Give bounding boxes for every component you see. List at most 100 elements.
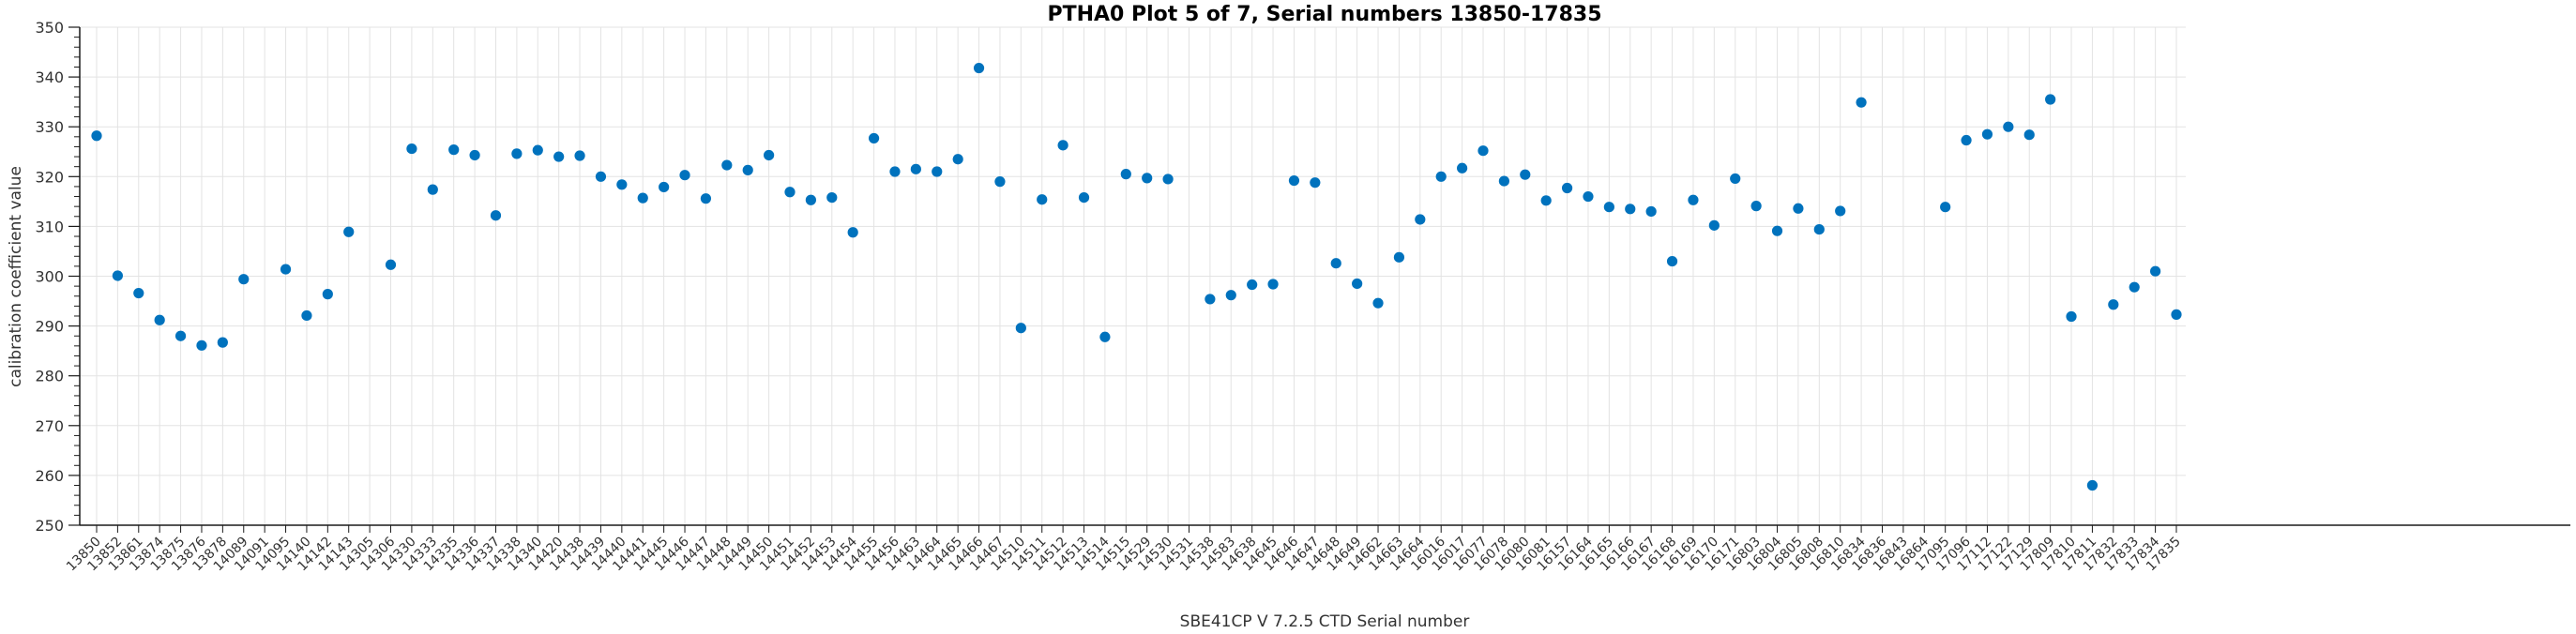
data-point (1981, 128, 1993, 140)
data-point (1057, 140, 1068, 151)
data-point (1078, 192, 1090, 204)
data-point (2066, 310, 2077, 323)
data-point (1645, 205, 1657, 218)
data-point (1310, 177, 1321, 189)
data-point (1498, 175, 1509, 187)
data-point (1477, 145, 1489, 157)
data-point (847, 227, 858, 238)
data-point (659, 181, 670, 193)
x-axis-label: SBE41CP V 7.2.5 CTD Serial number (1180, 612, 1470, 631)
data-point (952, 154, 963, 165)
data-point (1099, 331, 1111, 342)
data-point (994, 176, 1006, 188)
data-point (1625, 204, 1636, 215)
data-point (1120, 169, 1131, 180)
data-point (1225, 290, 1236, 301)
data-point (721, 159, 733, 171)
data-point (532, 144, 543, 156)
data-point (280, 264, 292, 275)
y-tick-label: 260 (35, 467, 64, 485)
data-point (1730, 173, 1741, 185)
y-tick-label: 280 (35, 368, 64, 385)
data-point (742, 164, 753, 175)
data-point (1583, 190, 1594, 203)
data-point (1688, 194, 1699, 205)
data-point (322, 289, 333, 300)
data-point (1457, 162, 1468, 174)
data-point (2086, 479, 2099, 491)
data-point (196, 340, 207, 351)
data-point (1750, 201, 1762, 212)
data-point (174, 330, 187, 341)
data-point (574, 150, 585, 161)
data-point (154, 314, 165, 325)
data-point (490, 210, 502, 221)
data-point (1561, 182, 1573, 194)
data-point (1666, 255, 1678, 267)
data-point (343, 226, 355, 237)
data-point (1793, 203, 1804, 214)
data-point (1372, 297, 1384, 309)
y-tick-label: 270 (35, 417, 64, 435)
y-tick-label: 350 (35, 19, 64, 37)
data-point (1415, 214, 1426, 225)
data-point (133, 287, 144, 299)
data-point (2108, 299, 2119, 310)
data-point (2150, 265, 2161, 277)
data-point (1540, 195, 1552, 206)
data-point (1708, 219, 1720, 231)
y-tick-label: 310 (35, 218, 64, 235)
data-point (91, 130, 102, 142)
y-tick-label: 330 (35, 118, 64, 136)
data-point (1247, 279, 1258, 291)
data-point (1961, 134, 1972, 146)
data-point (448, 144, 460, 156)
data-point (2129, 281, 2140, 293)
data-point (973, 62, 985, 74)
data-point (1603, 202, 1614, 213)
data-point (511, 148, 523, 159)
data-point (1940, 202, 1951, 213)
data-point (1771, 225, 1783, 236)
data-point (2171, 309, 2182, 320)
data-point (1856, 97, 1867, 108)
data-point (1330, 258, 1341, 269)
y-axis-label: calibration coefficient value (7, 166, 25, 387)
chart-title: PTHA0 Plot 5 of 7, Serial numbers 13850-… (1047, 3, 1601, 26)
data-point (2023, 129, 2035, 141)
y-tick-label: 320 (35, 168, 64, 186)
data-point (1015, 323, 1026, 334)
data-point (301, 309, 312, 322)
data-point (1288, 174, 1300, 187)
data-point (910, 163, 921, 174)
data-point (784, 187, 796, 198)
data-point (2003, 121, 2014, 132)
data-point (679, 170, 690, 181)
data-point (1393, 251, 1405, 263)
data-point (1435, 171, 1447, 182)
data-point (700, 193, 712, 204)
data-point (616, 179, 628, 190)
data-point (553, 151, 565, 162)
data-point (406, 143, 417, 155)
data-point (238, 274, 250, 285)
data-point (805, 194, 816, 205)
data-point (1835, 205, 1846, 217)
data-point (1352, 278, 1363, 290)
y-tick-label: 290 (35, 318, 64, 336)
data-point (217, 337, 228, 348)
data-point (889, 166, 901, 177)
data-point (427, 184, 438, 195)
data-point (1267, 279, 1279, 290)
data-point (385, 259, 397, 270)
data-point (1520, 169, 1531, 180)
y-tick-label: 250 (35, 517, 64, 535)
data-point (868, 132, 880, 144)
data-point (764, 149, 775, 161)
y-tick-label: 340 (35, 68, 64, 86)
data-point (1813, 223, 1825, 235)
data-point (826, 192, 838, 204)
data-point (2045, 94, 2056, 105)
data-point (1205, 294, 1216, 305)
data-point (595, 171, 607, 182)
